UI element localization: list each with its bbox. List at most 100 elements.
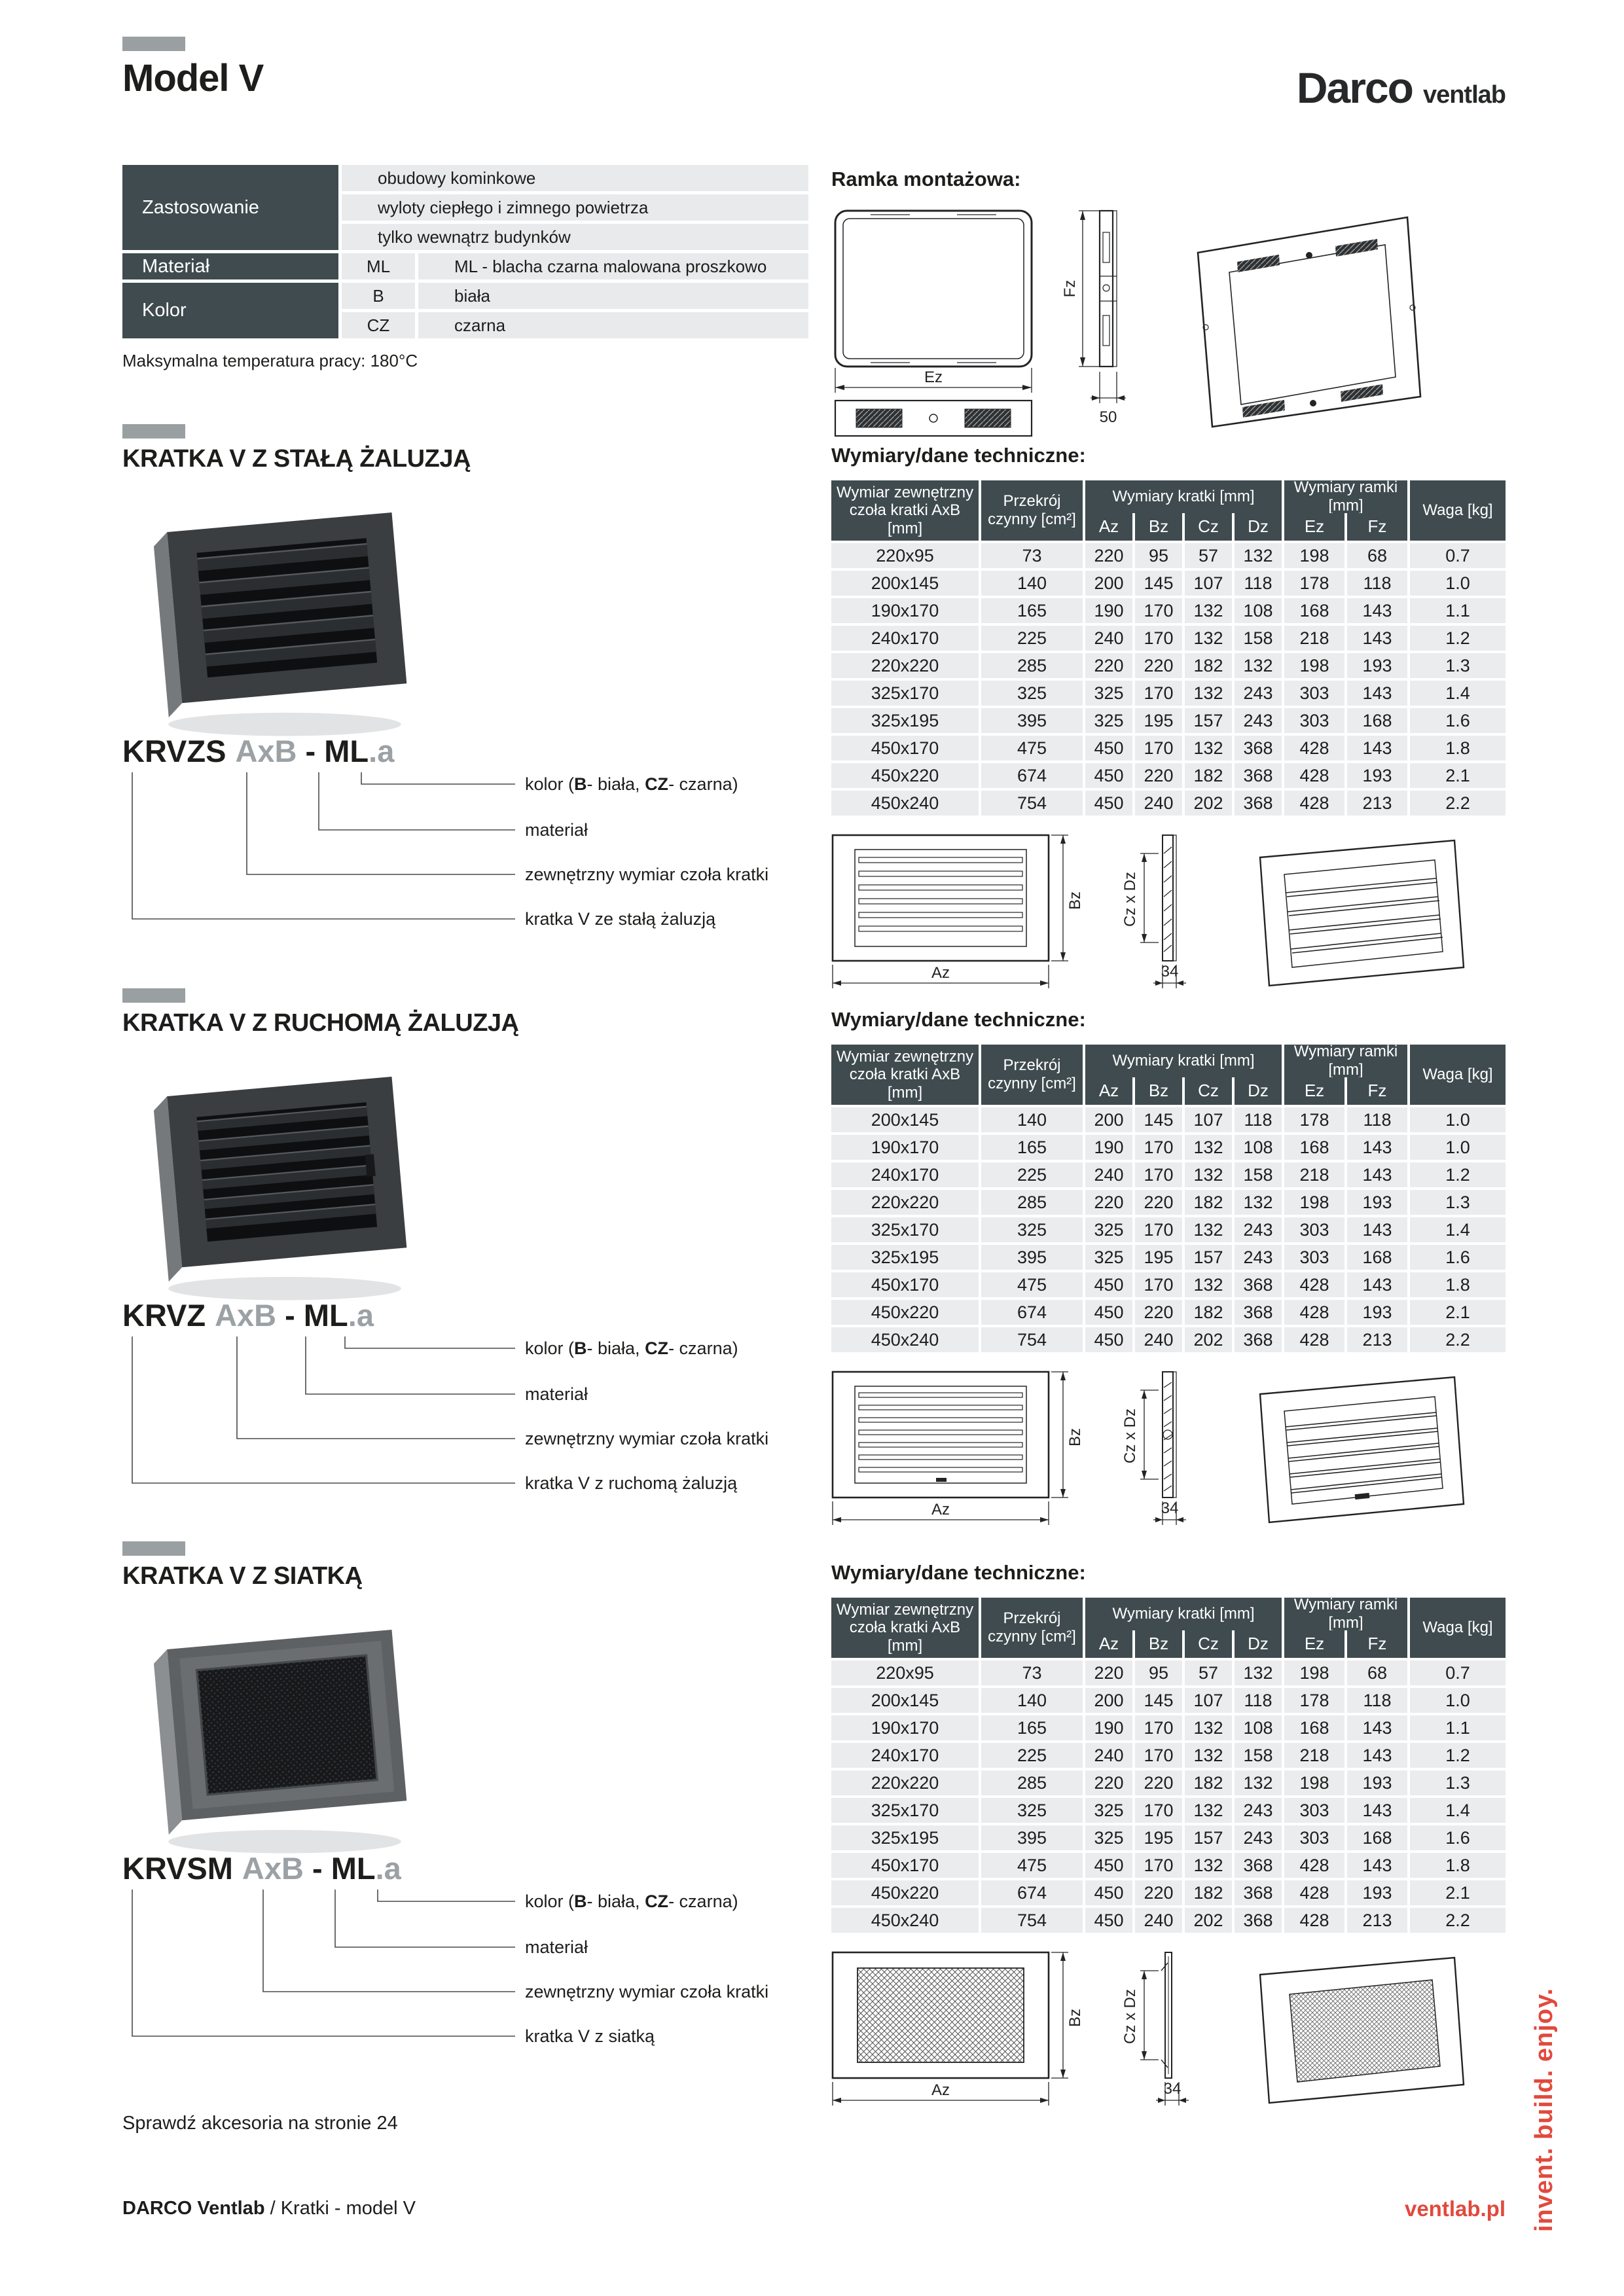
col-header-dim: Wymiar zewnętrzny czoła kratki AxB [mm] bbox=[831, 1045, 979, 1105]
table-cell: 225 bbox=[981, 1743, 1083, 1768]
table-cell: 220 bbox=[1135, 1880, 1182, 1905]
info-code: ML bbox=[342, 253, 415, 279]
info-value: wyloty ciepłego i zimnego powietrza bbox=[342, 194, 808, 221]
sub-header-ez: Ez bbox=[1284, 1077, 1344, 1105]
dim-az: Az bbox=[931, 2081, 950, 2099]
info-code: CZ bbox=[342, 312, 415, 338]
table-cell: 168 bbox=[1347, 1245, 1407, 1270]
table-cell: 240x170 bbox=[831, 1162, 979, 1187]
code-label-product: kratka V z siatką bbox=[525, 2026, 655, 2046]
table-cell: 165 bbox=[981, 1715, 1083, 1740]
table-cell: 170 bbox=[1135, 1217, 1182, 1242]
table-cell: 193 bbox=[1347, 653, 1407, 678]
table-cell: 213 bbox=[1347, 791, 1407, 816]
code-label-dimension: zewnętrzny wymiar czoła kratki bbox=[525, 1982, 768, 2001]
table-cell: 193 bbox=[1347, 763, 1407, 788]
table-row: 200x145 140 200 145 107 118 178 118 1.0 bbox=[831, 1688, 1506, 1713]
dim-bz: Bz bbox=[1066, 891, 1084, 910]
dim-bz: Bz bbox=[1066, 2009, 1084, 2027]
table-cell: 325 bbox=[981, 1217, 1083, 1242]
table-cell: 193 bbox=[1347, 1300, 1407, 1325]
table-cell: 95 bbox=[1135, 543, 1182, 568]
logo-brand: Darco bbox=[1296, 63, 1414, 112]
table-cell: 450 bbox=[1085, 736, 1132, 761]
table-cell: 200x145 bbox=[831, 571, 979, 596]
table-cell: 218 bbox=[1284, 1162, 1344, 1187]
col-header-waga: Waga [kg] bbox=[1410, 1045, 1506, 1105]
table-row: 240x170 225 240 170 132 158 218 143 1.2 bbox=[831, 1743, 1506, 1768]
table-cell: 158 bbox=[1235, 1162, 1282, 1187]
table-cell: 674 bbox=[981, 1300, 1083, 1325]
dimensions-table: 220x95 73 220 95 57 132 198 68 0.7 200x145 140 200 1… bbox=[831, 543, 1506, 816]
table-cell: 325x195 bbox=[831, 708, 979, 733]
table-cell: 428 bbox=[1284, 1908, 1344, 1933]
table-cell: 143 bbox=[1347, 1715, 1407, 1740]
product-photo-mesh bbox=[153, 1629, 407, 1854]
table-cell: 303 bbox=[1284, 708, 1344, 733]
table-cell: 303 bbox=[1284, 1825, 1344, 1850]
table-cell: 190x170 bbox=[831, 1135, 979, 1160]
table-cell: 108 bbox=[1235, 1715, 1282, 1740]
table-cell: 1.3 bbox=[1410, 1770, 1506, 1795]
table-cell: 450 bbox=[1085, 1272, 1132, 1297]
product-photo-louver-fixed bbox=[153, 512, 407, 736]
table-cell: 202 bbox=[1185, 791, 1232, 816]
group-header-kratka: Wymiary kratki [mm] bbox=[1085, 480, 1282, 513]
section-kratka-ruchoma-zaluzja: KRATKA V Z RUCHOMĄ ŻALUZJĄ bbox=[0, 988, 1624, 1541]
table-cell: 132 bbox=[1235, 653, 1282, 678]
table-cell: 145 bbox=[1135, 571, 1182, 596]
sub-header-dz: Dz bbox=[1235, 513, 1282, 541]
code-label-product: kratka V z ruchomą żaluzją bbox=[525, 1473, 738, 1493]
table-cell: 1.4 bbox=[1410, 681, 1506, 706]
table-cell: 450x220 bbox=[831, 763, 979, 788]
mounting-frame-drawing: Ez Fz 50 bbox=[834, 209, 1422, 437]
table-cell: 200 bbox=[1085, 1688, 1132, 1713]
table-cell: 243 bbox=[1235, 1798, 1282, 1823]
section-heading: KRATKA V Z SIATKĄ bbox=[122, 1562, 363, 1590]
table-header: Wymiar zewnętrzny czoła kratki AxB [mm] … bbox=[831, 1043, 1506, 1105]
table-cell: 200x145 bbox=[831, 1688, 979, 1713]
table-cell: 240x170 bbox=[831, 1743, 979, 1768]
table-row: 450x220 674 450 220 182 368 428 193 2.1 bbox=[831, 763, 1506, 788]
table-cell: 325 bbox=[1085, 1245, 1132, 1270]
table-cell: 132 bbox=[1235, 543, 1282, 568]
table-cell: 325 bbox=[1085, 1798, 1132, 1823]
table-cell: 1.4 bbox=[1410, 1217, 1506, 1242]
table-cell: 325 bbox=[1085, 1217, 1132, 1242]
table-cell: 195 bbox=[1135, 1825, 1182, 1850]
table-cell: 143 bbox=[1347, 626, 1407, 651]
section-heading: KRATKA V Z STAŁĄ ŻALUZJĄ bbox=[122, 445, 471, 473]
table-cell: 240 bbox=[1085, 1162, 1132, 1187]
table-cell: 450 bbox=[1085, 763, 1132, 788]
table-cell: 168 bbox=[1347, 1825, 1407, 1850]
table-cell: 143 bbox=[1347, 1272, 1407, 1297]
table-cell: 145 bbox=[1135, 1688, 1182, 1713]
table-cell: 1.0 bbox=[1410, 1135, 1506, 1160]
table-cell: 428 bbox=[1284, 736, 1344, 761]
table-cell: 68 bbox=[1347, 1660, 1407, 1685]
code-label-kolor: kolor (B- biała, CZ- czarna) bbox=[525, 774, 738, 794]
table-cell: 0.7 bbox=[1410, 543, 1506, 568]
code-label-dimension: zewnętrzny wymiar czoła kratki bbox=[525, 865, 768, 884]
product-code: KRVZS AxB - ML.a bbox=[122, 734, 395, 768]
code-label-product: kratka V ze stałą żaluzją bbox=[525, 909, 716, 929]
max-temperature-note: Maksymalna temperatura pracy: 180°C bbox=[122, 351, 418, 370]
table-cell: 198 bbox=[1284, 1770, 1344, 1795]
table-cell: 108 bbox=[1235, 1135, 1282, 1160]
table-cell: 450 bbox=[1085, 1853, 1132, 1878]
table-cell: 754 bbox=[981, 791, 1083, 816]
table-cell: 325 bbox=[1085, 681, 1132, 706]
sub-header-bz: Bz bbox=[1135, 1077, 1182, 1105]
table-cell: 243 bbox=[1235, 1217, 1282, 1242]
table-cell: 225 bbox=[981, 626, 1083, 651]
table-cell: 368 bbox=[1235, 791, 1282, 816]
table-cell: 220 bbox=[1085, 1190, 1132, 1215]
table-cell: 450x220 bbox=[831, 1300, 979, 1325]
table-cell: 220 bbox=[1135, 763, 1182, 788]
code-diagram: KRVZ AxB - ML.a kolor (B- biała, CZ- czar… bbox=[122, 1298, 768, 1493]
table-cell: 395 bbox=[981, 708, 1083, 733]
sub-header-cz: Cz bbox=[1185, 1077, 1232, 1105]
table-cell: 170 bbox=[1135, 1272, 1182, 1297]
table-row: 325x195 395 325 195 157 243 303 168 1.6 bbox=[831, 1245, 1506, 1270]
